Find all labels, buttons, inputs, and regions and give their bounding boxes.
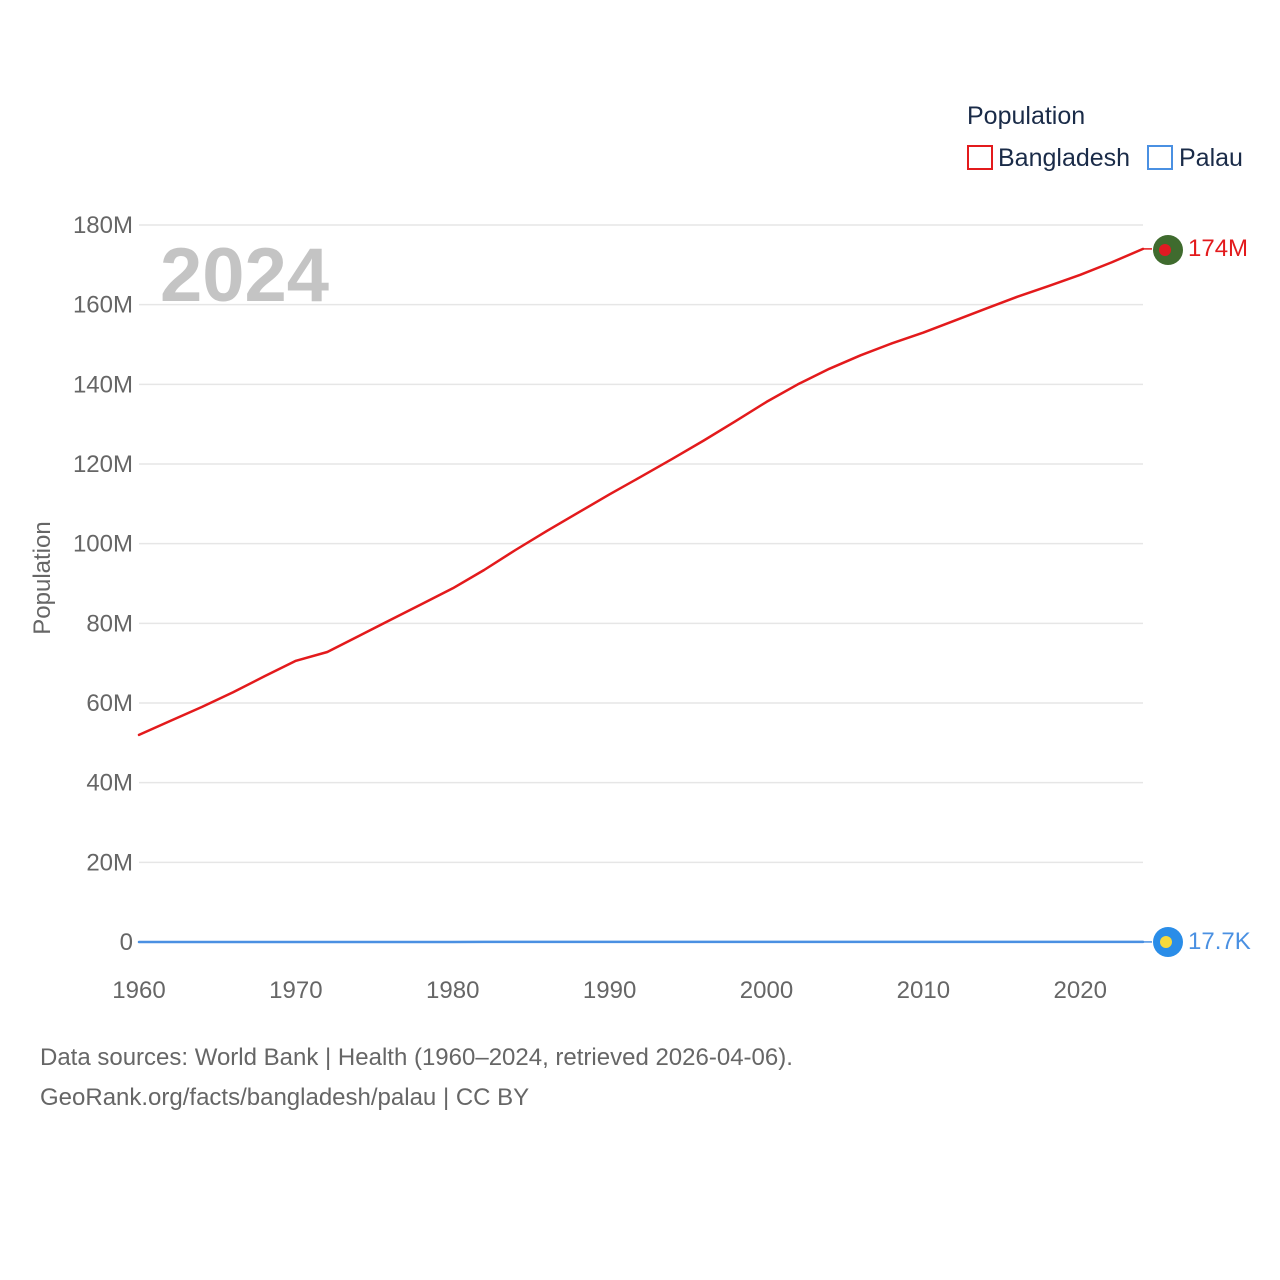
- footer-attribution[interactable]: GeoRank.org/facts/bangladesh/palau | CC …: [40, 1084, 530, 1111]
- y-tick-label: 0: [120, 929, 133, 956]
- x-tick-label: 1980: [426, 977, 479, 1004]
- legend-item-bangladesh[interactable]: Bangladesh: [967, 144, 1130, 172]
- x-tick-label: 2010: [897, 977, 950, 1004]
- series: [137, 247, 1152, 944]
- y-tick-label: 80M: [86, 610, 133, 637]
- legend: Population Bangladesh Palau: [967, 102, 1243, 172]
- y-tick-label: 20M: [86, 849, 133, 876]
- x-tick-label: 2020: [1054, 977, 1107, 1004]
- y-tick-label: 160M: [73, 292, 133, 319]
- bangladesh-end-label: 174M: [1188, 235, 1248, 262]
- end-markers: 174M 17.7K: [1153, 235, 1251, 957]
- legend-item-palau[interactable]: Palau: [1147, 144, 1243, 172]
- legend-label-palau: Palau: [1179, 144, 1243, 172]
- x-axis: 1960 1970 1980 1990 2000 2010 2020: [112, 977, 1107, 1004]
- legend-swatch-bangladesh: [967, 145, 993, 170]
- bangladesh-flag-icon: [1153, 235, 1183, 265]
- y-tick-label: 40M: [86, 770, 133, 797]
- y-tick-label: 120M: [73, 451, 133, 478]
- y-tick-label: 180M: [73, 212, 133, 239]
- x-tick-label: 2000: [740, 977, 793, 1004]
- legend-swatch-palau: [1147, 145, 1173, 170]
- legend-label-bangladesh: Bangladesh: [998, 144, 1130, 172]
- x-tick-label: 1990: [583, 977, 636, 1004]
- grid: [139, 224, 1143, 864]
- palau-end-label: 17.7K: [1188, 928, 1251, 955]
- series-line-bangladesh[interactable]: [137, 247, 1145, 737]
- footer-sources: Data sources: World Bank | Health (1960–…: [40, 1044, 793, 1071]
- y-axis: 0 20M 40M 60M 80M 100M 120M 140M 160M 180M: [73, 212, 133, 956]
- legend-title: Population: [967, 102, 1085, 130]
- x-tick-label: 1960: [112, 977, 165, 1004]
- y-tick-label: 140M: [73, 371, 133, 398]
- y-axis-title: Population: [29, 521, 56, 634]
- palau-flag-icon: [1153, 927, 1183, 957]
- year-label: 2024: [160, 233, 329, 318]
- x-tick-label: 1970: [269, 977, 322, 1004]
- y-tick-label: 60M: [86, 690, 133, 717]
- y-tick-label: 100M: [73, 531, 133, 558]
